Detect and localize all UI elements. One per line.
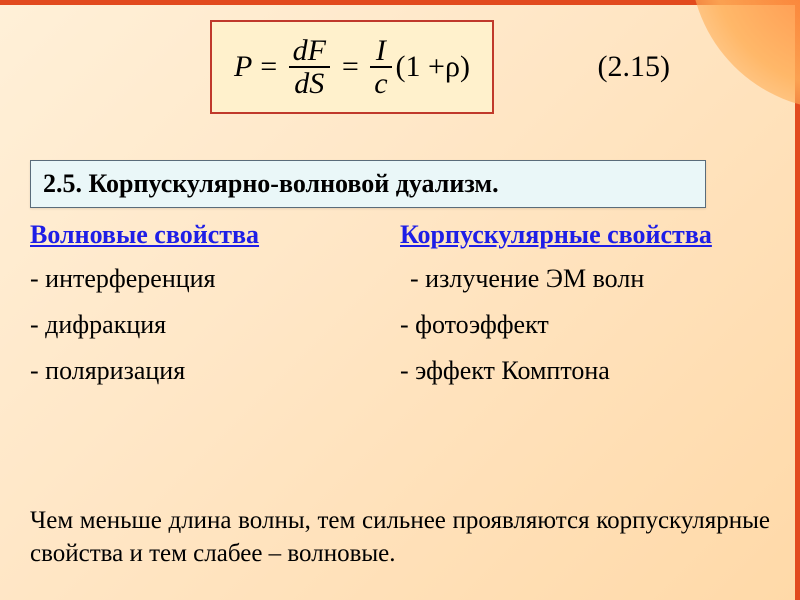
eq-sign-2: = (340, 50, 360, 84)
section-heading: 2.5. Корпускулярно-волновой дуализм. (30, 160, 706, 208)
eq-frac1-den: dS (289, 68, 330, 100)
eq-rho: ρ (445, 50, 460, 84)
wave-item: - поляризация (30, 356, 400, 386)
right-bar (795, 0, 800, 600)
eq-tail-open: (1 + (396, 50, 445, 84)
corpuscular-item: - фотоэффект (400, 310, 770, 340)
eq-frac-ic: I c (370, 35, 391, 100)
eq-tail-close: ) (460, 50, 470, 84)
corpuscular-column: Корпускулярные свойства - излучение ЭМ в… (400, 220, 770, 402)
equation-box: P = dF dS = I c (1 + ρ) (210, 20, 494, 114)
top-bar (0, 0, 800, 5)
eq-frac2-den: c (370, 68, 391, 100)
eq-frac-dfd: dF dS (289, 35, 330, 100)
corpuscular-item: - излучение ЭМ волн (400, 264, 770, 294)
corner-glow (690, 0, 800, 110)
footer-note: Чем меньше длина волны, тем сильнее проя… (30, 505, 770, 570)
properties-columns: Волновые свойства - интерференция - дифр… (30, 220, 770, 402)
eq-sign-1: = (258, 50, 278, 84)
eq-frac2-num: I (370, 35, 391, 69)
eq-frac1-num: dF (289, 35, 330, 69)
eq-lhs: P (234, 50, 252, 84)
wave-item: - интерференция (30, 264, 400, 294)
corpuscular-header: Корпускулярные свойства (400, 220, 770, 250)
corpuscular-item: - эффект Комптона (400, 356, 770, 386)
equation-number: (2.15) (598, 50, 670, 84)
wave-column: Волновые свойства - интерференция - дифр… (30, 220, 400, 402)
wave-item: - дифракция (30, 310, 400, 340)
wave-header: Волновые свойства (30, 220, 400, 250)
